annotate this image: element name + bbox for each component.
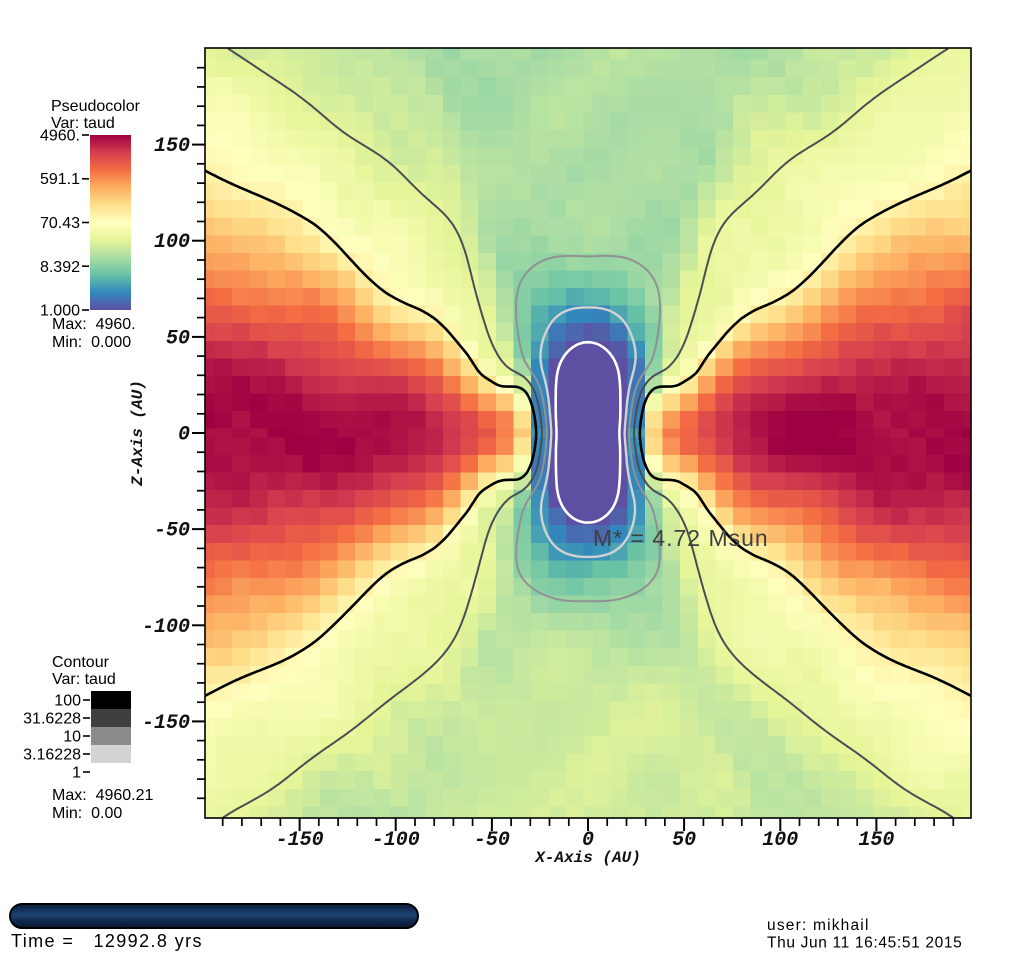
svg-text:Var: taud: Var: taud — [51, 115, 115, 132]
svg-text:Min: 0.000: Min: 0.000 — [52, 334, 131, 351]
svg-text:M* = 4.72 Msun: M* = 4.72 Msun — [593, 525, 769, 551]
svg-text:4960.: 4960. — [40, 128, 80, 145]
svg-text:Pseudocolor: Pseudocolor — [51, 98, 141, 115]
svg-text:-100: -100 — [142, 616, 190, 639]
svg-text:591.1: 591.1 — [40, 171, 80, 188]
svg-text:0: 0 — [178, 424, 190, 447]
svg-text:3.16228: 3.16228 — [23, 747, 81, 764]
svg-text:Var: taud: Var: taud — [52, 671, 116, 688]
svg-text:-50: -50 — [474, 829, 510, 852]
svg-text:-100: -100 — [372, 829, 420, 852]
svg-text:100: 100 — [54, 693, 81, 710]
svg-text:150: 150 — [858, 829, 894, 852]
svg-text:1: 1 — [72, 765, 81, 782]
svg-text:100: 100 — [154, 231, 190, 254]
svg-text:Contour: Contour — [52, 654, 110, 671]
svg-text:Z-Axis (AU): Z-Axis (AU) — [129, 380, 147, 487]
svg-text:10: 10 — [63, 729, 81, 746]
svg-text:-150: -150 — [142, 712, 190, 735]
svg-text:Thu Jun 11 16:45:51 2015: Thu Jun 11 16:45:51 2015 — [767, 935, 962, 952]
svg-text:8.392: 8.392 — [40, 259, 80, 276]
svg-text:user: mikhail: user: mikhail — [767, 917, 870, 934]
svg-text:-50: -50 — [154, 520, 190, 543]
svg-text:Max: 4960.21: Max: 4960.21 — [52, 787, 154, 804]
svg-text:Time = 12992.8 yrs: Time = 12992.8 yrs — [11, 931, 203, 951]
svg-text:0: 0 — [582, 829, 594, 852]
svg-text:Max: 4960.: Max: 4960. — [52, 316, 136, 333]
svg-text:-150: -150 — [276, 829, 324, 852]
svg-text:50: 50 — [672, 829, 696, 852]
svg-text:X-Axis (AU): X-Axis (AU) — [534, 849, 641, 867]
svg-text:150: 150 — [154, 135, 190, 158]
svg-text:31.6228: 31.6228 — [23, 711, 81, 728]
svg-text:Min: 0.00: Min: 0.00 — [52, 805, 122, 822]
svg-text:1.000: 1.000 — [40, 303, 80, 320]
svg-text:100: 100 — [762, 829, 798, 852]
svg-text:50: 50 — [166, 327, 190, 350]
svg-text:70.43: 70.43 — [40, 215, 80, 232]
